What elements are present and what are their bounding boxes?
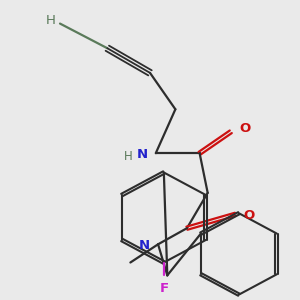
Text: F: F xyxy=(159,282,168,295)
Text: H: H xyxy=(46,14,56,27)
Text: N: N xyxy=(136,148,148,161)
Text: O: O xyxy=(239,122,250,135)
Text: O: O xyxy=(244,209,255,222)
Text: H: H xyxy=(124,150,133,163)
Text: N: N xyxy=(139,239,150,252)
